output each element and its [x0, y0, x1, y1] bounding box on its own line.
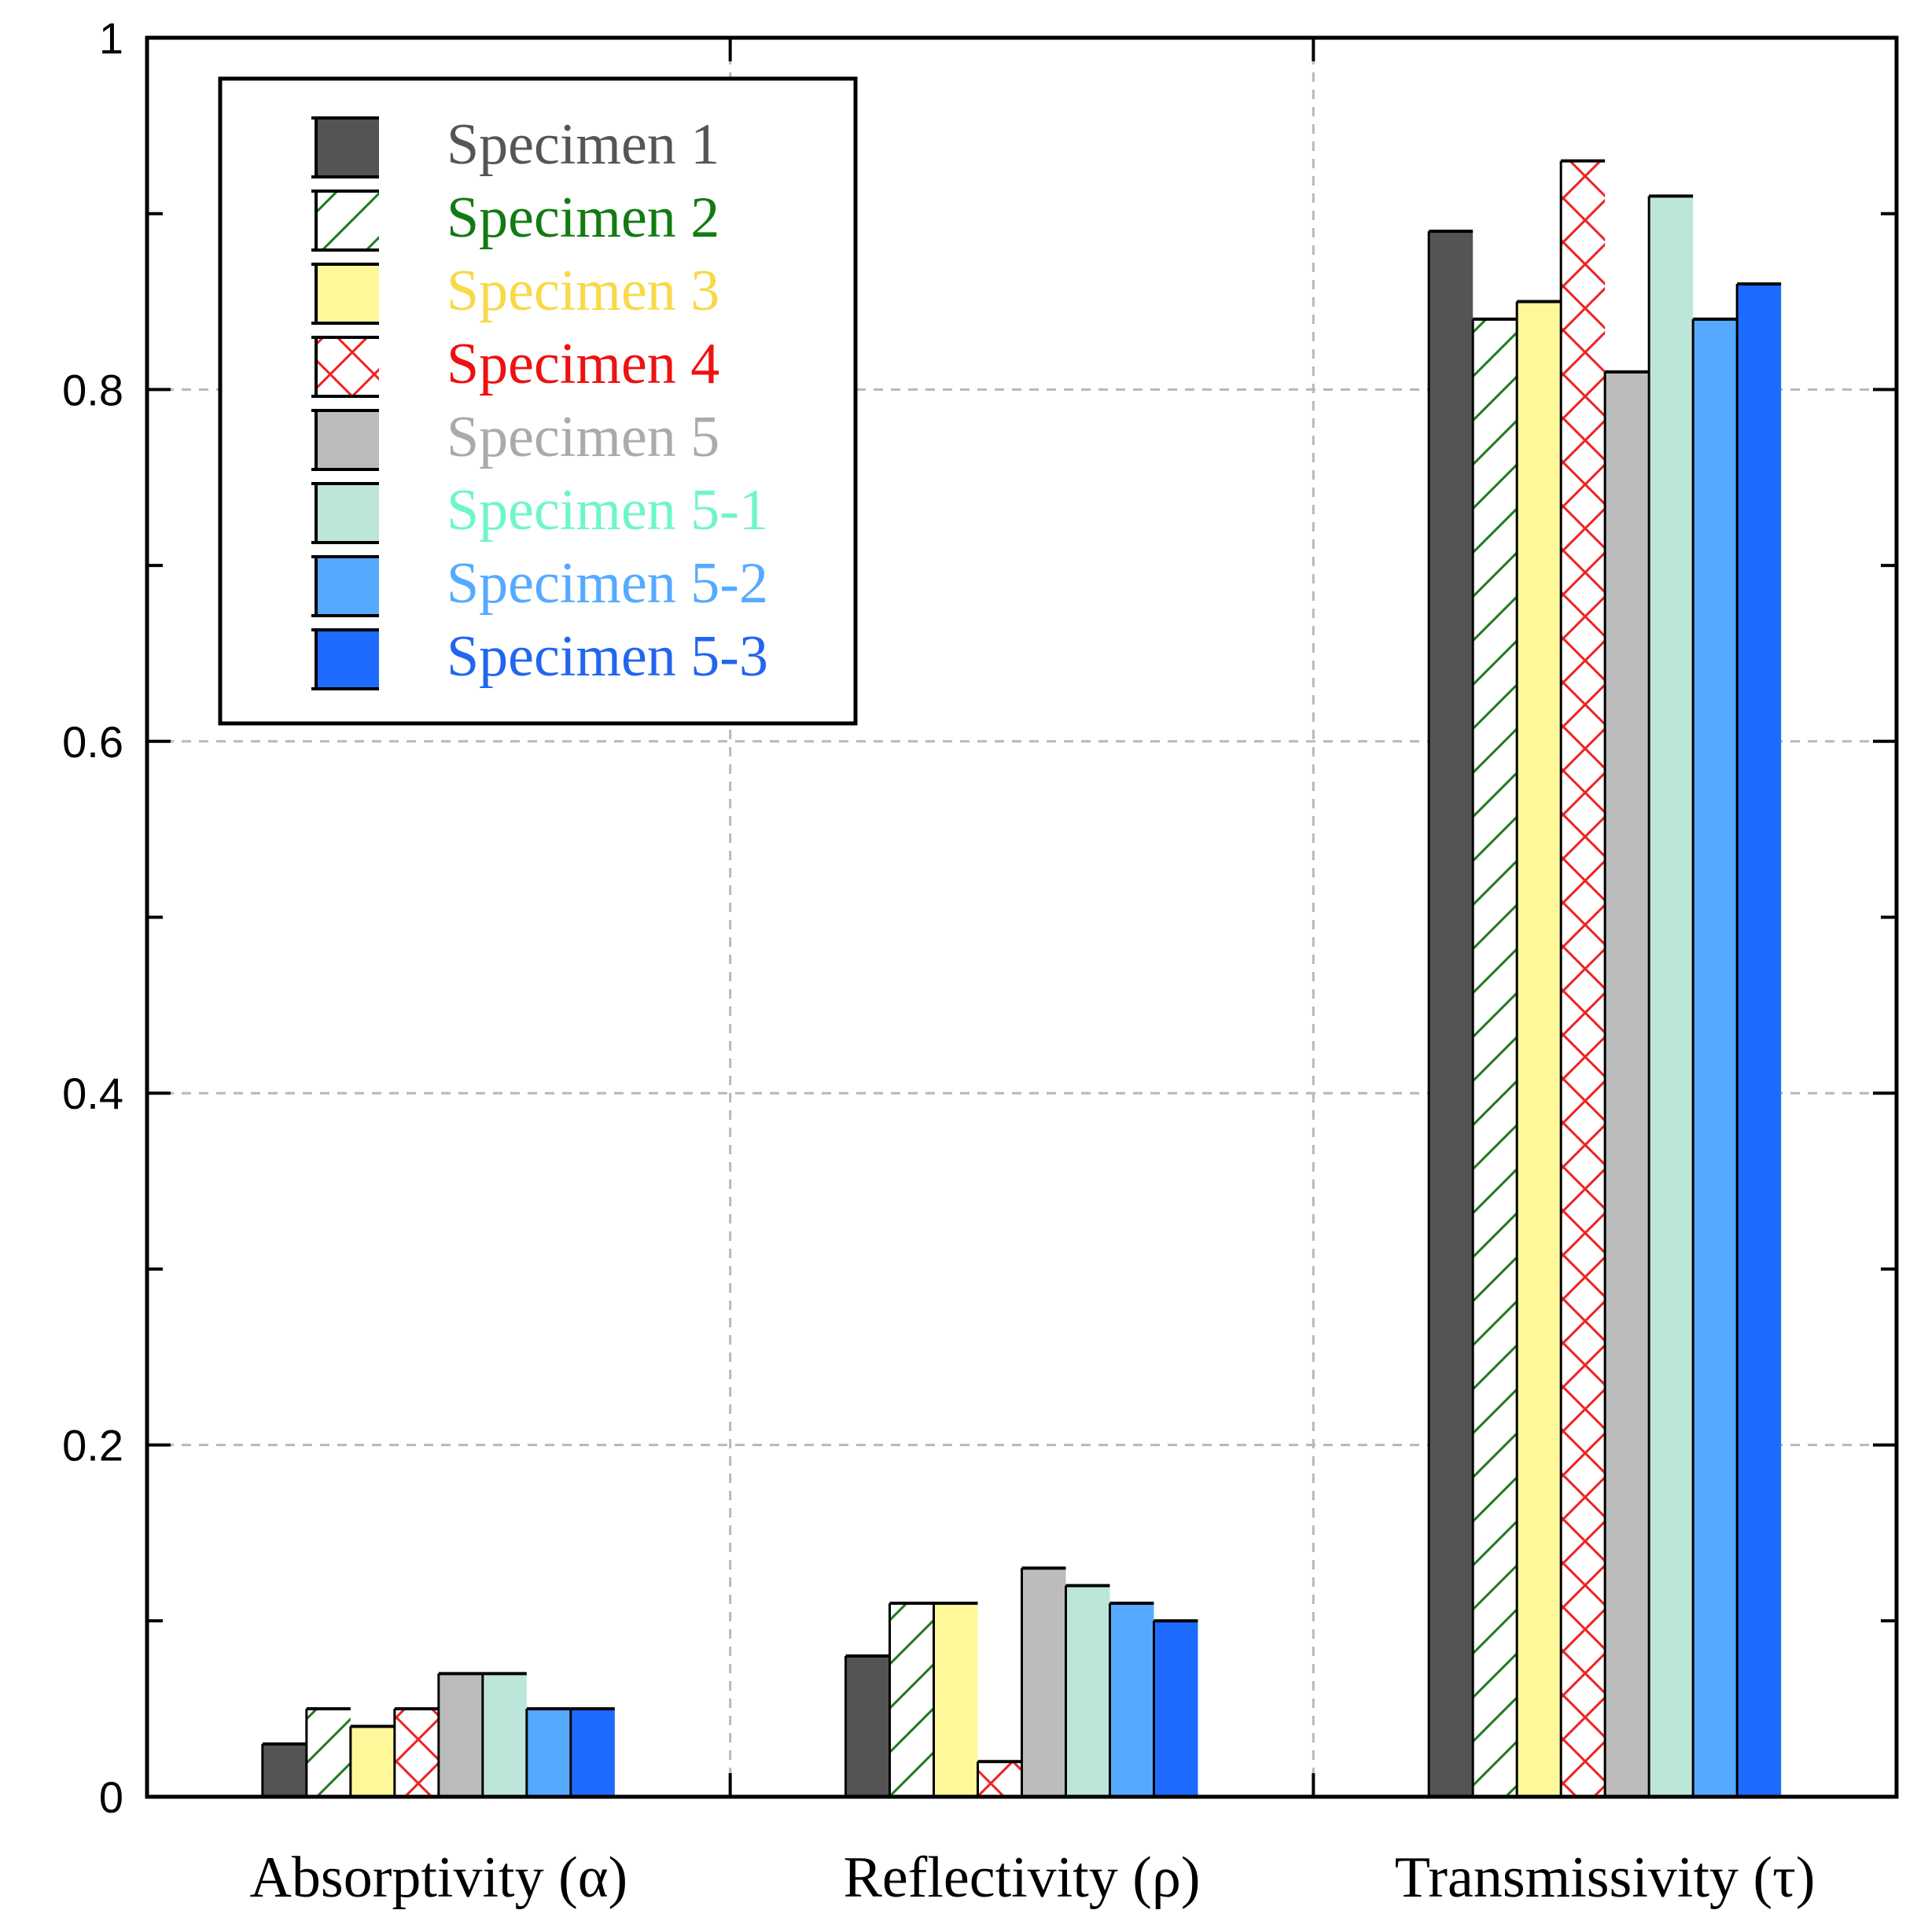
category-label: Reflectivity (ρ) — [843, 1846, 1200, 1910]
ytick-label: 0 — [99, 1772, 123, 1822]
ytick-label: 0.6 — [62, 717, 123, 767]
bars — [261, 159, 1782, 1798]
legend-item: Specimen 4 — [311, 332, 719, 398]
bar-fill — [526, 1709, 571, 1797]
bar — [261, 1742, 307, 1797]
legend-label: Specimen 5-3 — [447, 624, 768, 689]
bar-fill — [1649, 196, 1694, 1798]
bar — [1735, 282, 1782, 1798]
bar-fill — [845, 1656, 890, 1797]
legend-swatch — [316, 410, 379, 469]
bar-fill — [1517, 301, 1562, 1797]
bar — [569, 1707, 615, 1797]
bar-fill — [977, 1761, 1022, 1797]
bar — [1559, 159, 1606, 1797]
bar-fill — [306, 1709, 351, 1797]
bar — [305, 1707, 351, 1797]
bar-fill — [1473, 318, 1518, 1797]
legend-label: Specimen 4 — [447, 332, 719, 396]
bar — [1065, 1584, 1110, 1797]
bar-fill — [1429, 231, 1474, 1797]
bar — [1603, 370, 1650, 1797]
bar — [525, 1707, 571, 1797]
legend-item: Specimen 5 — [311, 405, 719, 471]
bar — [1647, 194, 1694, 1798]
ytick-label: 0.8 — [62, 365, 123, 414]
bar-fill — [350, 1726, 395, 1797]
bar — [977, 1760, 1022, 1797]
legend-label: Specimen 1 — [447, 112, 719, 177]
legend-swatch — [316, 264, 379, 323]
bar-fill — [1065, 1585, 1110, 1797]
bar-fill — [1153, 1621, 1198, 1797]
bar-fill — [482, 1673, 527, 1797]
bar — [889, 1601, 934, 1797]
bar — [481, 1672, 527, 1797]
bar-fill — [570, 1709, 615, 1797]
legend-item: Specimen 5-3 — [311, 624, 768, 690]
bar — [1109, 1601, 1154, 1797]
legend-item: Specimen 2 — [311, 186, 719, 252]
legend-label: Specimen 5-1 — [447, 478, 768, 543]
bar-fill — [889, 1603, 934, 1797]
bar — [1515, 300, 1562, 1797]
legend-item: Specimen 5-2 — [311, 551, 768, 617]
bar — [1021, 1566, 1066, 1797]
legend-swatch — [316, 484, 379, 543]
bar — [349, 1724, 395, 1797]
bar-fill — [262, 1743, 307, 1797]
bar — [437, 1672, 483, 1797]
legend-label: Specimen 5 — [447, 405, 719, 469]
bar-fill — [1605, 372, 1650, 1797]
legend-label: Specimen 2 — [447, 186, 719, 250]
bar-fill — [1737, 284, 1782, 1798]
ytick-label: 1 — [99, 13, 123, 63]
legend-swatch — [316, 191, 379, 250]
bar — [1427, 230, 1474, 1797]
legend-label: Specimen 5-2 — [447, 551, 768, 616]
bar — [1153, 1619, 1198, 1797]
legend-item: Specimen 1 — [311, 112, 719, 178]
legend-item: Specimen 3 — [311, 259, 719, 325]
bar — [1691, 317, 1738, 1797]
bar-fill — [1021, 1568, 1066, 1797]
category-label: Transmissivity (τ) — [1395, 1846, 1816, 1910]
axes — [145, 35, 1899, 1799]
legend-item: Specimen 5-1 — [311, 478, 768, 544]
bar-fill — [933, 1603, 978, 1797]
bar — [844, 1654, 890, 1797]
legend-swatch — [316, 337, 379, 396]
legend: Specimen 1 Specimen 2 Specimen 3 Specimen 4… — [218, 76, 858, 726]
legend-swatch — [316, 630, 379, 689]
category-label: Absorptivity (α) — [249, 1846, 627, 1910]
legend-label: Specimen 3 — [447, 259, 719, 323]
bar-fill — [1693, 318, 1738, 1797]
bar-fill — [438, 1673, 483, 1797]
bar — [933, 1601, 978, 1797]
bar-fill — [394, 1709, 439, 1797]
bar — [393, 1707, 439, 1797]
bar-fill — [1561, 160, 1606, 1797]
tick-labels: 0 0.2 0.4 0.6 0.8 1 Absorptivity (α) Reflectivi… — [62, 13, 1815, 1910]
ytick-label: 0.2 — [62, 1421, 123, 1470]
bar-fill — [1109, 1603, 1154, 1797]
ytick-label: 0.4 — [62, 1069, 123, 1118]
legend-swatch — [316, 557, 379, 616]
legend-swatch — [316, 118, 379, 177]
bar — [1471, 317, 1518, 1797]
